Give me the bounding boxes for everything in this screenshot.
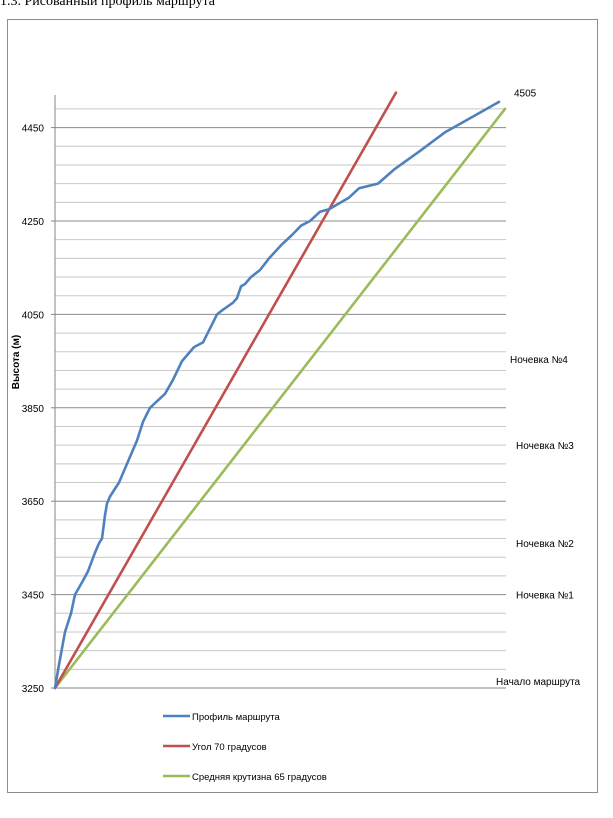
figure-caption: 1.3. Рисованный профиль маршрута (0, 0, 216, 9)
y-tick-label: 3250 (22, 684, 45, 695)
legend-label: Угол 70 градусов (192, 742, 267, 753)
series-line-3 (53, 107, 507, 690)
legend-label: Профиль маршрута (192, 712, 281, 723)
y-axis-label: Высота (м) (11, 335, 22, 389)
legend: Профиль маршрута Угол 70 градусов Средняя … (163, 712, 327, 783)
y-tick-label: 3650 (22, 497, 45, 508)
chart-frame (7, 19, 598, 793)
legend-label: Средняя крутизна 65 градусов (192, 772, 327, 783)
y-tick-label: 4250 (22, 217, 45, 228)
annotation-label: 4505 (514, 89, 537, 100)
annotation-label: Начало маршрута (496, 677, 581, 688)
data-series (53, 91, 507, 690)
gridlines (55, 108, 506, 670)
annotation-label: Ночевка №3 (516, 441, 574, 452)
series-line-1 (53, 100, 501, 690)
series-line-2 (53, 91, 398, 690)
annotation-label: Ночевка №1 (516, 591, 574, 602)
y-tick-label: 4450 (22, 124, 45, 135)
annotations: 4505 Ночевка №4 Ночевка №3 Ночевка №2 Ночевк… (496, 89, 581, 688)
annotation-label: Ночевка №2 (516, 539, 574, 550)
y-tick-labels: 3250 3450 3650 3850 4050 4250 4450 (22, 124, 55, 695)
annotation-label: Ночевка №4 (510, 355, 568, 366)
y-tick-label: 4050 (22, 310, 45, 321)
y-tick-label: 3450 (22, 591, 45, 602)
y-tick-label: 3850 (22, 404, 45, 415)
